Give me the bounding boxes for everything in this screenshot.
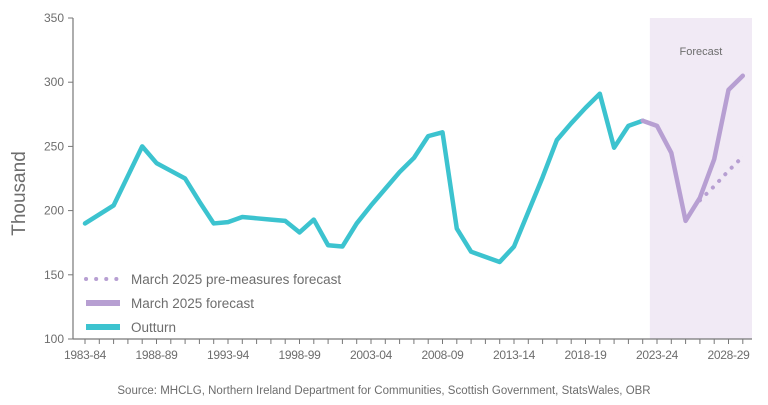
x-tick-label: 2013-14 [493,348,536,362]
legend-label: March 2025 pre-measures forecast [131,272,341,287]
x-tick-label: 2028-29 [708,348,751,362]
legend-label: March 2025 forecast [131,296,254,311]
forecast-shaded-region [649,18,752,339]
x-tick-label: 1998-99 [279,348,322,362]
y-axis-label: Thousand [9,151,30,236]
y-tick-label: 300 [44,75,64,89]
y-tick-label: 200 [44,204,64,218]
forecast-region-label: Forecast [680,46,723,58]
y-tick-label: 250 [44,139,64,153]
x-tick-label: 1993-94 [207,348,250,362]
y-tick-label: 150 [44,268,64,282]
series-line-march-2025-pre-measures-forecast [697,154,745,203]
x-tick-label: 2018-19 [565,348,608,362]
x-tick-label: 2008-09 [422,348,465,362]
series-line-march-2025-forecast [640,73,746,224]
y-tick-label: 350 [44,11,64,25]
x-tick-label: 1983-84 [64,348,107,362]
y-tick-label: 100 [44,332,64,346]
x-tick-label: 1988-89 [136,348,179,362]
x-tick-label: 2003-04 [350,348,393,362]
legend-label: Outturn [131,320,176,335]
series-line-outturn [82,91,645,265]
source-note: Source: MHCLG, Northern Ireland Departme… [117,385,650,397]
x-tick-label: 2023-24 [636,348,679,362]
